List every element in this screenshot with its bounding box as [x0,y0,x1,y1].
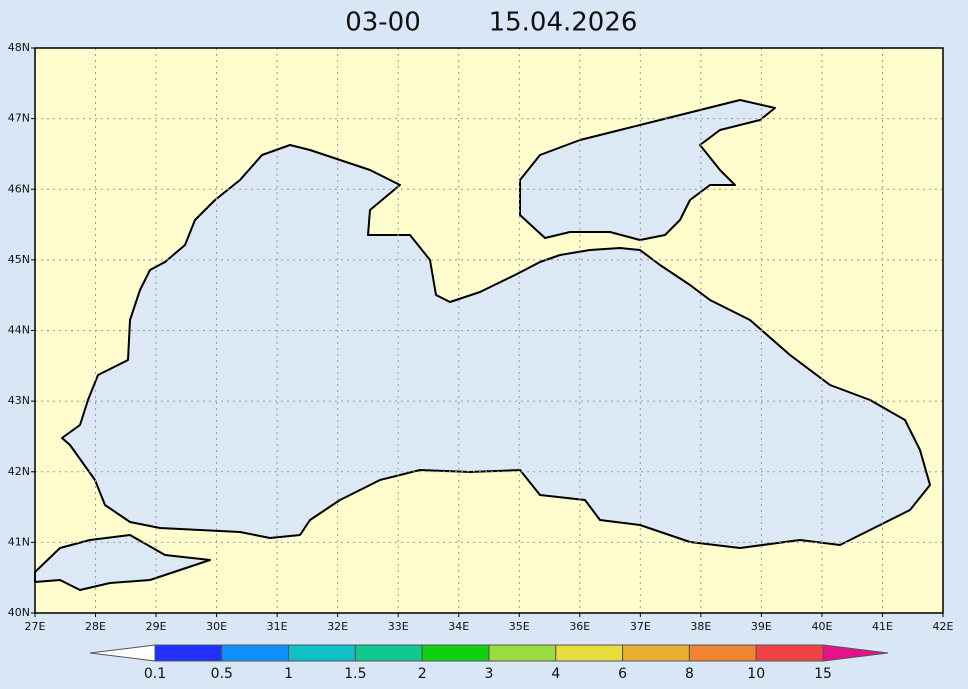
colorbar-label: 4 [551,666,560,682]
lon-label: 28E [85,620,106,633]
grid: 27E 28E 29E 30E 31E 32E 33E 34E 35E 36E 37E 38E 39E 4… [8,41,954,633]
colorbar-label: 1 [284,666,293,682]
lon-label: 41E [872,620,893,633]
lat-label: 42N [8,465,30,478]
lon-label: 33E [388,620,409,633]
lon-label: 36E [569,620,590,633]
lon-label: 38E [690,620,711,633]
colorbar-box [421,644,490,662]
lon-label: 39E [751,620,772,633]
lon-label: 29E [146,620,167,633]
lon-label: 35E [509,620,530,633]
lat-label: 48N [8,41,30,54]
lon-label: 37E [630,620,651,633]
lat-label: 46N [8,182,30,195]
lon-label: 27E [25,620,46,633]
lat-label: 43N [8,394,30,407]
colorbar-box [154,644,223,662]
lat-label: 40N [8,606,30,619]
colorbar-label: 8 [685,666,694,682]
colorbar-label: 6 [618,666,627,682]
colorbar-label: 1.5 [344,666,366,682]
colorbar-box [555,644,624,662]
lon-label: 34E [448,620,469,633]
colorbar-box [288,644,356,662]
colorbar-arrow-high [822,644,889,662]
colorbar-label: 10 [747,666,765,682]
sea [34,99,931,591]
plot-frame [34,47,944,614]
colorbar-box [755,644,824,662]
lat-label: 47N [8,112,30,125]
lat-label: 44N [8,324,30,337]
title-date: 15.04.2026 [489,8,638,38]
lat-label: 45N [8,253,30,266]
colorbar-box [488,644,557,662]
colorbar-box [354,644,423,662]
lon-label: 42E [933,620,954,633]
title-time: 03-00 [345,8,421,38]
colorbar-label: 0.1 [144,666,166,682]
lon-label: 40E [811,620,832,633]
black-sea [61,144,931,549]
lon-label: 32E [327,620,348,633]
colorbar-box [221,644,290,662]
colorbar-label: 15 [814,666,832,682]
lat-label: 41N [8,535,30,548]
colorbar-label: 0.5 [211,666,233,682]
colorbar: 0.1 0.5 1 1.5 2 3 4 6 8 10 15 [89,644,889,682]
sea-of-marmara [34,534,211,591]
colorbar-box [688,644,757,662]
colorbar-label: 3 [485,666,494,682]
lon-label: 30E [206,620,227,633]
lon-label: 31E [267,620,288,633]
sea-of-azov [519,99,776,241]
colorbar-label: 2 [418,666,427,682]
colorbar-box [622,644,690,662]
